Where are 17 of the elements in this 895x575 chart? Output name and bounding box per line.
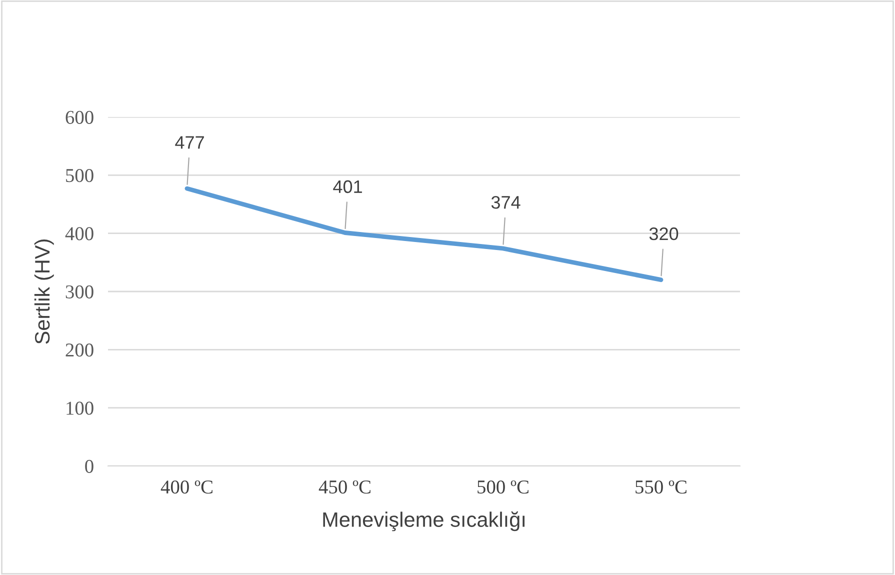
y-tick-label: 100 xyxy=(66,402,94,415)
y-axis-title: Sertlik (HV) xyxy=(34,240,54,344)
data-label: 401 xyxy=(333,180,362,194)
data-label: 320 xyxy=(649,227,678,240)
y-tick-label: 0 xyxy=(85,460,94,473)
x-tick-label: 450 ºC xyxy=(318,480,370,494)
y-tick-label: 300 xyxy=(66,285,94,298)
data-label: 477 xyxy=(175,136,204,149)
x-tick-label: 500 ºC xyxy=(478,480,528,494)
y-tick-label: 600 xyxy=(66,110,94,124)
data-label: 374 xyxy=(491,196,520,209)
x-axis-title: Menevişleme sıcaklığı xyxy=(323,511,524,532)
x-tick-label: 400 ºC xyxy=(160,480,212,494)
y-tick-label: 400 xyxy=(65,227,94,240)
y-tick-label: 200 xyxy=(66,343,94,357)
y-tick-label: 500 xyxy=(66,168,94,182)
x-tick-label: 550 ºC xyxy=(636,480,686,494)
